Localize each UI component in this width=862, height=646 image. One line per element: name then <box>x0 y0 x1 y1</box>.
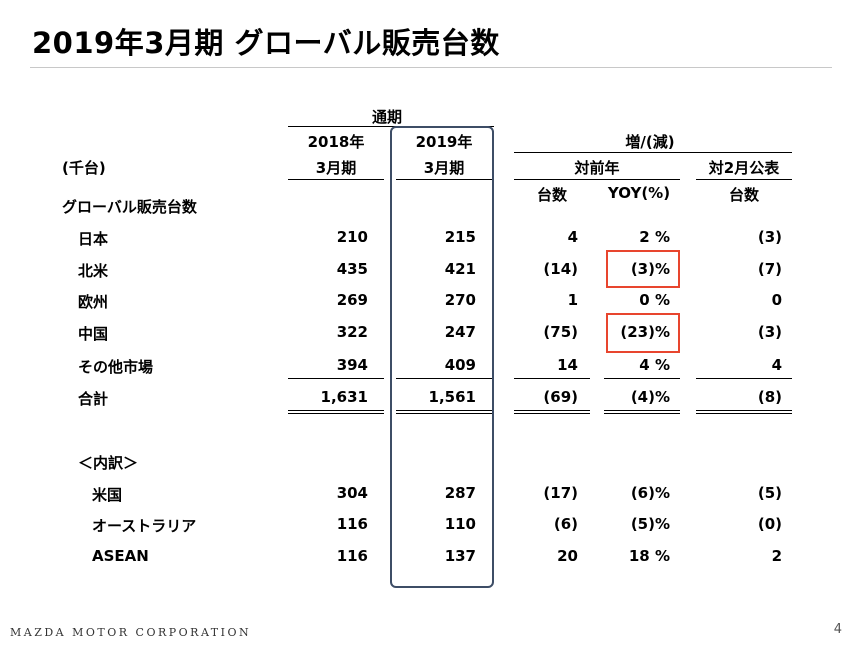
cell-2019: 215 <box>444 228 476 246</box>
cell-2019: 287 <box>444 484 476 502</box>
row-label: 欧州 <box>78 293 109 311</box>
col-2019-month: 3月期 <box>423 159 465 177</box>
breakdown-label: ＜内訳＞ <box>78 454 139 472</box>
cell-feb: 4 <box>771 356 782 374</box>
cell-2019: 137 <box>444 547 476 565</box>
cell-2019: 110 <box>444 515 476 533</box>
cell-2019: 270 <box>444 291 476 309</box>
subtotal-rule <box>696 378 792 379</box>
cell-2019: 421 <box>444 260 476 278</box>
col-2018-underline <box>288 179 384 180</box>
page-title: 2019年3月期 グローバル販売台数 <box>32 26 500 60</box>
cell-yoy: (6)% <box>630 484 670 502</box>
cell-feb: (3) <box>757 228 782 246</box>
total-double-rule <box>604 410 680 414</box>
cell-feb: 2 <box>771 547 782 565</box>
total-double-rule <box>696 410 792 414</box>
cell-units: (6) <box>553 515 578 533</box>
units-header: 台数 <box>536 186 567 204</box>
total-feb: (8) <box>757 388 782 406</box>
total-2019: 1,561 <box>428 388 476 406</box>
unit-label: (千台) <box>62 159 106 177</box>
cell-2018: 116 <box>336 547 368 565</box>
cell-yoy: (23)% <box>620 323 670 341</box>
cell-2018: 210 <box>336 228 368 246</box>
cell-yoy: 4 % <box>639 356 670 374</box>
total-double-rule <box>514 410 590 414</box>
cell-2018: 116 <box>336 515 368 533</box>
row-label: 中国 <box>78 325 109 343</box>
yoy-group-label: 対前年 <box>574 159 620 177</box>
cell-units: (75) <box>543 323 578 341</box>
yoy-group-underline <box>514 179 680 180</box>
cell-2018: 269 <box>336 291 368 309</box>
col-2018-year: 2018年 <box>307 133 365 151</box>
period-underline <box>288 126 494 127</box>
cell-yoy: (5)% <box>630 515 670 533</box>
cell-units: (14) <box>543 260 578 278</box>
cell-2018: 394 <box>336 356 368 374</box>
cell-2019: 409 <box>444 356 476 374</box>
page-number: 4 <box>833 622 842 637</box>
cell-2018: 435 <box>336 260 368 278</box>
cell-yoy: 0 % <box>639 291 670 309</box>
company-logo: MAZDA MOTOR CORPORATION <box>10 626 252 639</box>
yoy-pct-header: YOY(%) <box>607 184 671 202</box>
subtotal-rule <box>514 378 590 379</box>
change-underline <box>514 152 792 153</box>
feb-group-underline <box>696 179 792 180</box>
feb-units-header: 台数 <box>728 186 759 204</box>
col-2019-underline <box>396 179 492 180</box>
cell-2018: 322 <box>336 323 368 341</box>
cell-feb: 0 <box>771 291 782 309</box>
row-label: オーストラリア <box>92 517 197 535</box>
cell-feb: (0) <box>757 515 782 533</box>
cell-yoy: (3)% <box>630 260 670 278</box>
north-america-yoy-callout <box>606 250 680 288</box>
cell-units: 4 <box>567 228 578 246</box>
cell-yoy: 2 % <box>639 228 670 246</box>
cell-2018: 304 <box>336 484 368 502</box>
cell-units: (17) <box>543 484 578 502</box>
total-double-rule <box>288 410 384 414</box>
cell-feb: (7) <box>757 260 782 278</box>
feb-group-label: 対2月公表 <box>708 159 780 177</box>
col-2019-year: 2019年 <box>415 133 473 151</box>
subtotal-rule <box>604 378 680 379</box>
subtotal-rule <box>396 378 492 379</box>
col-2018-month: 3月期 <box>315 159 357 177</box>
cell-units: 20 <box>557 547 578 565</box>
row-label: 北米 <box>78 262 109 280</box>
total-units: (69) <box>543 388 578 406</box>
cell-units: 14 <box>557 356 578 374</box>
period-label: 通期 <box>372 108 403 126</box>
title-divider <box>30 67 832 68</box>
change-label: 増/(減) <box>625 133 675 151</box>
cell-yoy: 18 % <box>628 547 670 565</box>
section-label: グローバル販売台数 <box>62 198 197 216</box>
cell-2019: 247 <box>444 323 476 341</box>
row-label: 日本 <box>78 230 109 248</box>
total-label: 合計 <box>78 390 109 408</box>
china-yoy-callout <box>606 313 680 353</box>
total-2018: 1,631 <box>320 388 368 406</box>
subtotal-rule <box>288 378 384 379</box>
row-label: ASEAN <box>92 547 149 565</box>
total-double-rule <box>396 410 492 414</box>
row-label: その他市場 <box>78 358 154 376</box>
cell-units: 1 <box>567 291 578 309</box>
fy2019-column-highlight <box>390 126 494 588</box>
row-label: 米国 <box>92 486 123 504</box>
cell-feb: (5) <box>757 484 782 502</box>
total-yoy: (4)% <box>630 388 670 406</box>
cell-feb: (3) <box>757 323 782 341</box>
